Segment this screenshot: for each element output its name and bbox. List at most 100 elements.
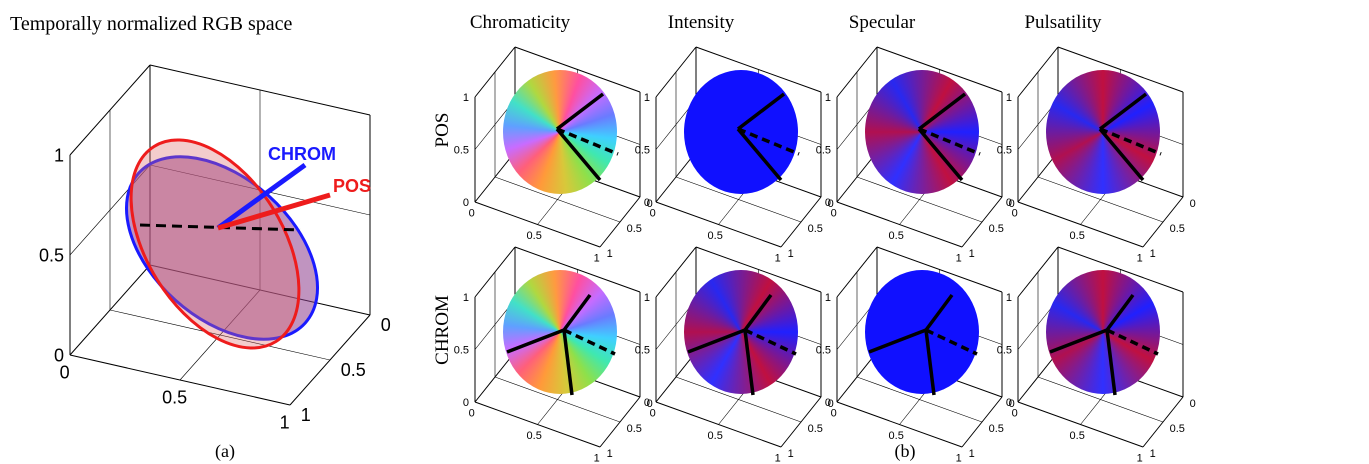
pos-label: POS xyxy=(333,176,371,196)
x-tick-label: 1 xyxy=(775,252,781,264)
x-tick-label: 0.5 xyxy=(1070,430,1085,442)
axis-line xyxy=(1037,176,1164,223)
y-tick-label: 1 xyxy=(1150,248,1156,260)
basis-line xyxy=(924,329,936,396)
basis-line xyxy=(687,328,746,354)
pos-axis xyxy=(217,192,331,231)
basis-line xyxy=(506,328,565,354)
basis-line xyxy=(744,328,797,356)
y-tick-label: 0.5 xyxy=(627,223,642,235)
basis-line xyxy=(736,127,783,182)
basis-line xyxy=(868,328,927,354)
x-tick-label: 1 xyxy=(956,452,962,464)
y-tick-label: 0 xyxy=(381,315,391,335)
z-tick-label: 1 xyxy=(644,92,650,104)
basis-line xyxy=(562,329,574,396)
column-title: Chromaticity xyxy=(470,12,571,33)
x-tick-label: 1 xyxy=(280,412,290,432)
column-title: Pulsatility xyxy=(1024,12,1102,33)
y-tick-label: 1 xyxy=(301,405,311,425)
basis-line xyxy=(917,127,964,182)
z-tick-label: 0 xyxy=(644,197,650,209)
z-tick-label: 0 xyxy=(644,397,650,409)
x-tick-label: 0 xyxy=(831,407,837,419)
basis-line xyxy=(743,293,773,332)
x-tick-label: 0 xyxy=(1012,407,1018,419)
y-tick-label: 0.5 xyxy=(1170,423,1185,435)
x-tick-label: 1 xyxy=(775,452,781,464)
y-tick-label: 0.5 xyxy=(989,223,1004,235)
basis-line xyxy=(1105,329,1117,396)
z-tick-label: 1 xyxy=(463,92,469,104)
basis-line xyxy=(737,127,800,156)
y-tick-label: 0 xyxy=(647,198,653,210)
basis-line xyxy=(555,92,605,131)
y-tick-label: 1 xyxy=(607,448,613,460)
chrom-label: CHROM xyxy=(268,144,336,164)
z-tick-label: 0 xyxy=(463,397,469,409)
column-title: Intensity xyxy=(668,12,735,33)
y-tick-label: 1 xyxy=(1150,448,1156,460)
x-tick-label: 0.5 xyxy=(527,430,542,442)
x-tick-label: 1 xyxy=(956,252,962,264)
y-tick-label: 0 xyxy=(828,198,834,210)
y-tick-label: 0 xyxy=(647,398,653,410)
basis-line xyxy=(918,127,981,156)
z-tick-label: 1 xyxy=(825,92,831,104)
z-tick-label: 1 xyxy=(463,292,469,304)
basis-line xyxy=(562,293,592,332)
z-tick-label: 0.5 xyxy=(454,144,469,156)
panel-a-caption: (a) xyxy=(215,441,235,462)
axis-line xyxy=(109,309,331,361)
axis-line xyxy=(494,176,621,223)
axis-line xyxy=(675,376,802,423)
basis-line xyxy=(1049,328,1108,354)
pos-plane xyxy=(129,138,301,350)
basis-line xyxy=(1098,92,1148,131)
x-tick-label: 0 xyxy=(650,407,656,419)
basis-line xyxy=(563,328,616,356)
x-tick-label: 0.5 xyxy=(708,230,723,242)
basis-line xyxy=(743,329,755,396)
chrom-axis xyxy=(216,162,307,231)
x-tick-label: 0 xyxy=(469,207,475,219)
z-tick-label: 0.5 xyxy=(454,344,469,356)
axis-line xyxy=(1037,376,1164,423)
z-tick-label: 1 xyxy=(1006,92,1012,104)
y-tick-label: 0.5 xyxy=(808,223,823,235)
y-tick-label: 0 xyxy=(828,398,834,410)
z-tick-label: 0 xyxy=(463,197,469,209)
z-tick-label: 1 xyxy=(644,292,650,304)
x-tick-label: 0.5 xyxy=(1070,230,1085,242)
z-tick-label: 0 xyxy=(54,345,64,365)
y-tick-label: 1 xyxy=(969,248,975,260)
z-tick-label: 0 xyxy=(1006,397,1012,409)
z-tick-label: 0 xyxy=(825,197,831,209)
z-tick-label: 0.5 xyxy=(635,144,650,156)
panel-a-title: Temporally normalized RGB space xyxy=(10,13,293,35)
axis-line xyxy=(856,376,983,423)
x-tick-label: 0 xyxy=(1012,207,1018,219)
x-tick-label: 1 xyxy=(1137,252,1143,264)
basis-line xyxy=(917,92,967,131)
x-tick-label: 0 xyxy=(650,207,656,219)
x-tick-label: 0.5 xyxy=(889,230,904,242)
row-label: POS xyxy=(432,113,453,148)
x-tick-label: 0.5 xyxy=(527,230,542,242)
x-tick-label: 0.5 xyxy=(889,430,904,442)
z-tick-label: 0 xyxy=(825,397,831,409)
basis-line xyxy=(924,293,954,332)
column-title: Specular xyxy=(849,12,916,33)
axis-line xyxy=(494,376,621,423)
z-tick-label: 0.5 xyxy=(635,344,650,356)
x-tick-label: 1 xyxy=(594,252,600,264)
y-tick-label: 0 xyxy=(1190,398,1196,410)
axis-line xyxy=(856,176,983,223)
x-tick-label: 0 xyxy=(831,207,837,219)
z-tick-label: 0.5 xyxy=(39,245,64,265)
z-tick-label: 1 xyxy=(54,145,64,165)
x-tick-label: 0 xyxy=(60,362,70,382)
y-tick-label: 0 xyxy=(1009,398,1015,410)
y-tick-label: 0 xyxy=(1009,198,1015,210)
